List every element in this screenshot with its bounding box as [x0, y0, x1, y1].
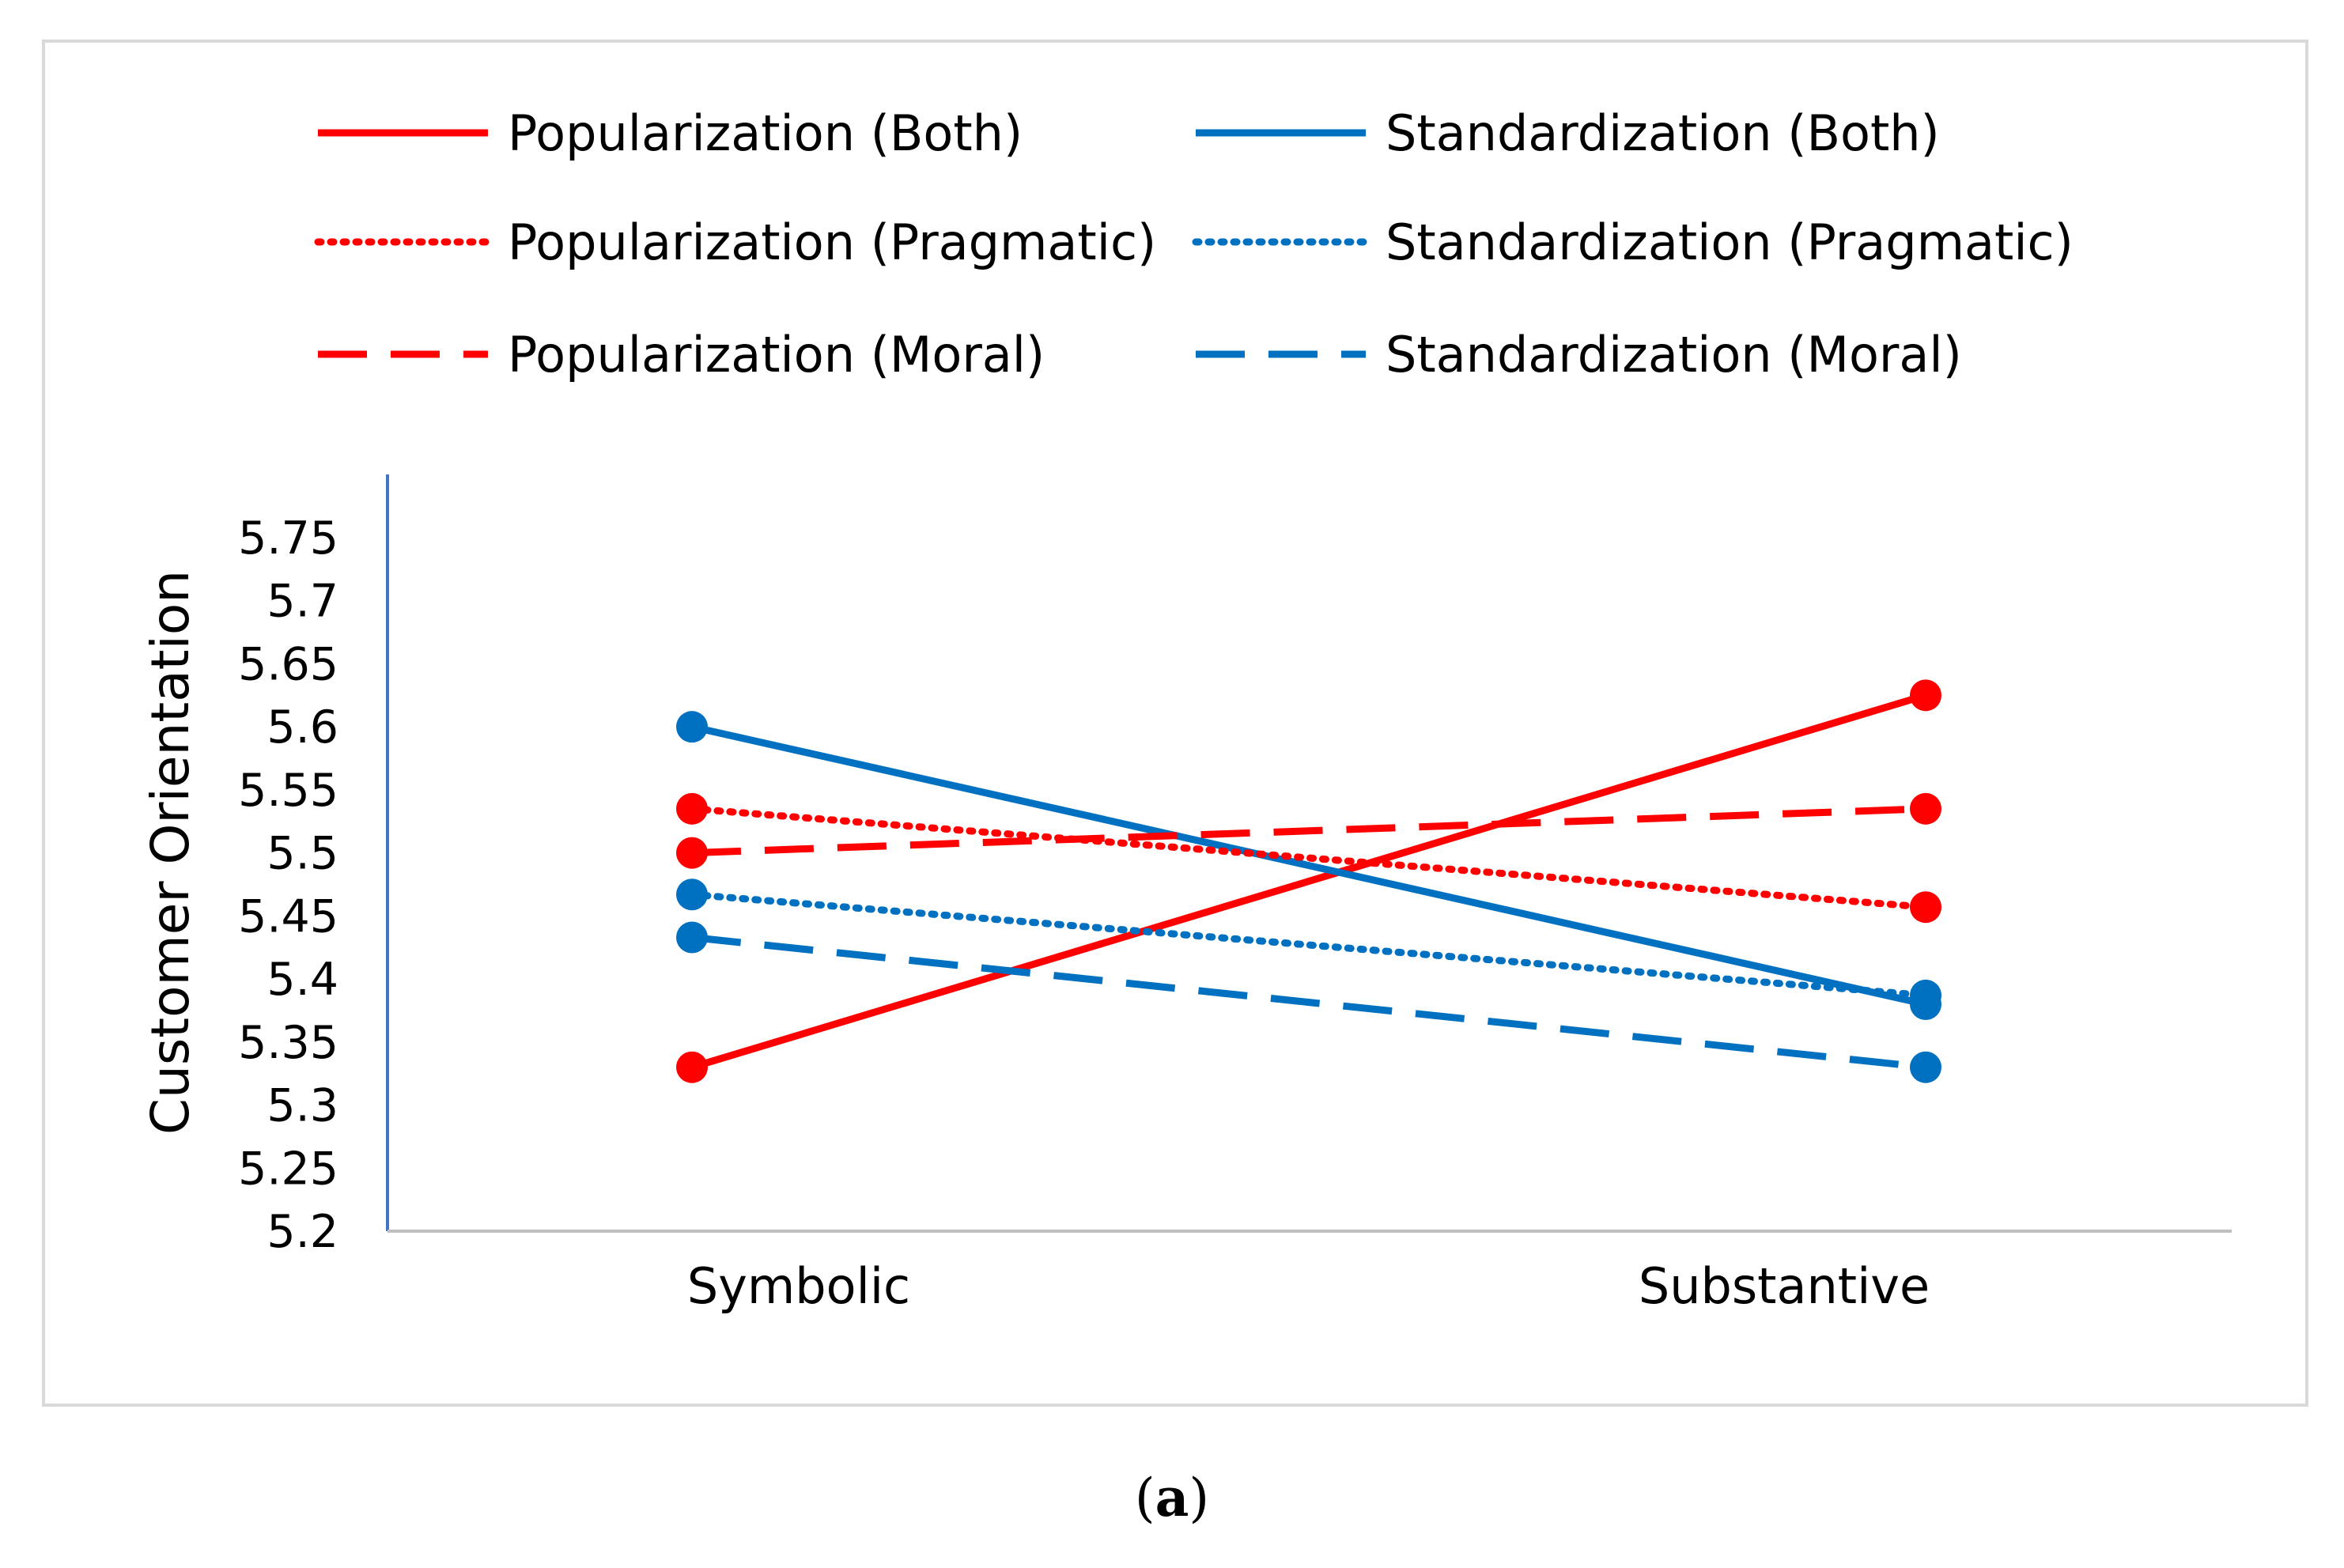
data-point-popularization-moral-symbolic: [676, 837, 708, 869]
chart-frame: [42, 40, 2308, 1407]
legend-item-popularization-moral: Popularization (Moral): [318, 326, 1045, 383]
legend-label: Standardization (Both): [1386, 104, 1940, 162]
data-point-standardization-both-symbolic: [676, 711, 708, 743]
data-point-popularization-pragmatic-substantive: [1910, 891, 1941, 924]
legend-label: Standardization (Pragmatic): [1386, 213, 2074, 271]
legend-item-popularization-pragmatic: Popularization (Pragmatic): [314, 213, 1156, 271]
series-line-popularization-pragmatic: [688, 805, 1930, 911]
y-axis: 5.2 5.25 5.3 5.35 5.4 5.45 5.5 5.55 5.6 5.65 5.7 5.…: [140, 474, 389, 1258]
series-line-popularization-both: [690, 692, 1927, 1071]
data-point-popularization-moral-substantive: [1910, 792, 1941, 825]
series-lines: [688, 692, 1930, 1071]
legend-item-standardization-both: Standardization (Both): [1196, 104, 1940, 162]
x-category-label-substantive: Substantive: [1639, 1257, 1930, 1315]
y-tick-label: 5.2: [267, 1206, 338, 1258]
y-axis-title: Customer Orientation: [140, 570, 201, 1135]
series-line-standardization-both: [691, 723, 1926, 1008]
x-axis: Symbolic Substantive: [388, 1230, 2232, 1315]
y-tick-label: 5.75: [238, 512, 338, 565]
legend-label: Popularization (Pragmatic): [508, 213, 1156, 271]
y-tick-label: 5.3: [267, 1080, 338, 1132]
legend: Popularization (Both) Standardization (Bo…: [314, 104, 2074, 383]
series-line-standardization-pragmatic: [688, 890, 1930, 999]
y-tick-label: 5.65: [238, 638, 338, 690]
series-points: [676, 679, 1941, 1083]
data-point-standardization-pragmatic-symbolic: [676, 878, 708, 911]
y-tick-label: 5.5: [267, 828, 338, 880]
y-tick-label: 5.6: [267, 701, 338, 754]
legend-label: Popularization (Both): [508, 104, 1023, 162]
series-line-popularization-moral: [691, 805, 1926, 857]
data-point-popularization-both-substantive: [1910, 679, 1941, 712]
legend-item-standardization-pragmatic: Standardization (Pragmatic): [1192, 213, 2074, 271]
caption-open: (: [1134, 1468, 1155, 1528]
y-tick-label: 5.35: [238, 1017, 338, 1069]
y-tick-label: 5.25: [238, 1143, 338, 1195]
data-point-standardization-moral-substantive: [1910, 1051, 1941, 1083]
legend-item-standardization-moral: Standardization (Moral): [1196, 326, 1962, 383]
y-tick-label: 5.55: [238, 765, 338, 817]
x-category-label-symbolic: Symbolic: [687, 1257, 910, 1315]
figure-caption: (a): [0, 1467, 2344, 1528]
y-tick-label: 5.4: [267, 954, 338, 1006]
legend-item-popularization-both: Popularization (Both): [318, 104, 1023, 162]
caption-letter: a: [1155, 1467, 1189, 1528]
data-point-popularization-both-symbolic: [676, 1051, 708, 1083]
data-point-standardization-moral-symbolic: [676, 921, 708, 954]
data-point-popularization-pragmatic-symbolic: [676, 792, 708, 825]
y-tick-label: 5.45: [238, 890, 338, 943]
legend-label: Standardization (Moral): [1386, 326, 1962, 383]
legend-label: Popularization (Moral): [508, 326, 1045, 383]
series-line-standardization-moral: [691, 933, 1926, 1071]
y-tick-label: 5.7: [267, 576, 338, 628]
caption-close: ): [1189, 1468, 1210, 1528]
data-point-standardization-pragmatic-substantive: [1910, 979, 1941, 1011]
